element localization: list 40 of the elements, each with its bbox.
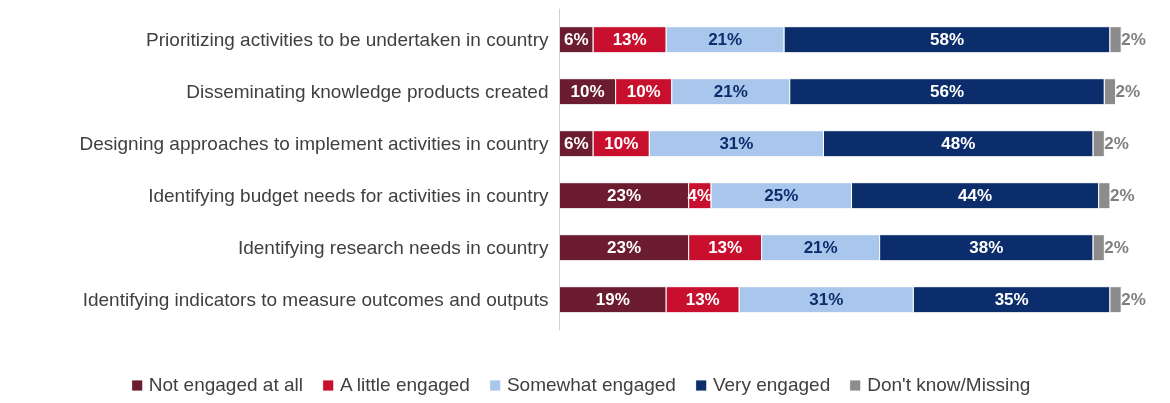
data-label: 2% bbox=[1115, 82, 1141, 102]
legend-label: Somewhat engaged bbox=[506, 374, 676, 396]
y-tick-label: Identifying research needs in country bbox=[237, 237, 549, 259]
data-label: 21% bbox=[713, 82, 748, 102]
legend-label: Don't know/Missing bbox=[867, 374, 1031, 396]
data-label: 21% bbox=[803, 238, 838, 258]
legend-label: A little engaged bbox=[339, 374, 470, 396]
y-tick-label: Identifying budget needs for activities in country bbox=[148, 185, 549, 207]
data-label: 2% bbox=[1104, 134, 1129, 154]
legend-label: Not engaged at all bbox=[148, 374, 303, 396]
data-label: 23% bbox=[607, 238, 642, 258]
data-label: 6% bbox=[564, 134, 589, 154]
data-label: 35% bbox=[994, 290, 1029, 310]
data-label: 10% bbox=[570, 82, 605, 102]
data-label: 2% bbox=[1121, 290, 1146, 310]
data-label: 21% bbox=[708, 30, 743, 50]
y-tick-label: Designing approaches to implement activities in country bbox=[79, 133, 549, 155]
data-label: 56% bbox=[930, 82, 965, 102]
y-tick-label: Disseminating knowledge products created bbox=[186, 81, 549, 103]
data-label: 38% bbox=[969, 238, 1004, 258]
data-label: 48% bbox=[941, 134, 976, 154]
data-label: 10% bbox=[626, 82, 661, 102]
legend-label: Very engaged bbox=[712, 374, 831, 396]
data-label: 23% bbox=[607, 186, 642, 206]
data-label: 19% bbox=[595, 290, 630, 310]
data-label: 58% bbox=[930, 30, 965, 50]
data-label: 2% bbox=[1104, 238, 1129, 258]
data-label: 2% bbox=[1121, 30, 1146, 50]
y-tick-label: Identifying indicators to measure outcomes and outputs bbox=[82, 289, 549, 311]
data-label: 25% bbox=[764, 186, 799, 206]
data-label: 13% bbox=[612, 30, 647, 50]
y-tick-label: Prioritizing activities to be undertaken in country bbox=[146, 29, 549, 51]
data-label: 31% bbox=[719, 134, 754, 154]
data-label: 44% bbox=[958, 186, 993, 206]
data-label: 10% bbox=[604, 134, 639, 154]
data-label: 2% bbox=[1109, 186, 1135, 206]
data-label: 13% bbox=[685, 290, 720, 310]
data-label: 13% bbox=[708, 238, 743, 258]
data-label: 31% bbox=[809, 290, 844, 310]
data-label: 6% bbox=[564, 30, 589, 50]
